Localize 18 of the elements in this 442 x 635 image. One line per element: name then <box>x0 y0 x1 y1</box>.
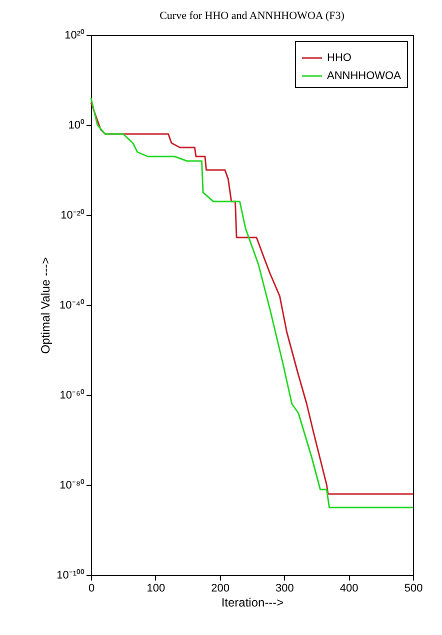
y-tick-label: 10⁻⁶⁰ <box>60 388 84 402</box>
y-tick-label: 10⁻²⁰ <box>60 208 84 222</box>
x-tick-label: 100 <box>146 582 166 594</box>
x-tick-label: 400 <box>340 582 358 594</box>
y-tick-label: 10⁻⁸⁰ <box>60 478 84 492</box>
x-tick-label: 0 <box>88 582 95 594</box>
legend-label: HHO <box>327 52 352 64</box>
y-tick-label: 10²⁰ <box>64 28 84 42</box>
x-axis-title: Iteration---> <box>221 596 284 610</box>
chart-title: Curve for HHO and ANNHHOWOA (F3) <box>160 10 345 22</box>
x-tick-label: 300 <box>276 582 294 594</box>
y-tick-label: 10⁰ <box>68 118 84 132</box>
x-tick-label: 200 <box>211 582 230 594</box>
y-tick-label: 10⁻¹⁰⁰ <box>56 568 84 582</box>
x-tick-label: 500 <box>404 582 423 594</box>
y-axis-title: Optimal Value ---> <box>38 257 53 354</box>
y-tick-label: 10⁻⁴⁰ <box>60 298 84 312</box>
legend-label: ANNHHOWOA <box>327 70 402 82</box>
